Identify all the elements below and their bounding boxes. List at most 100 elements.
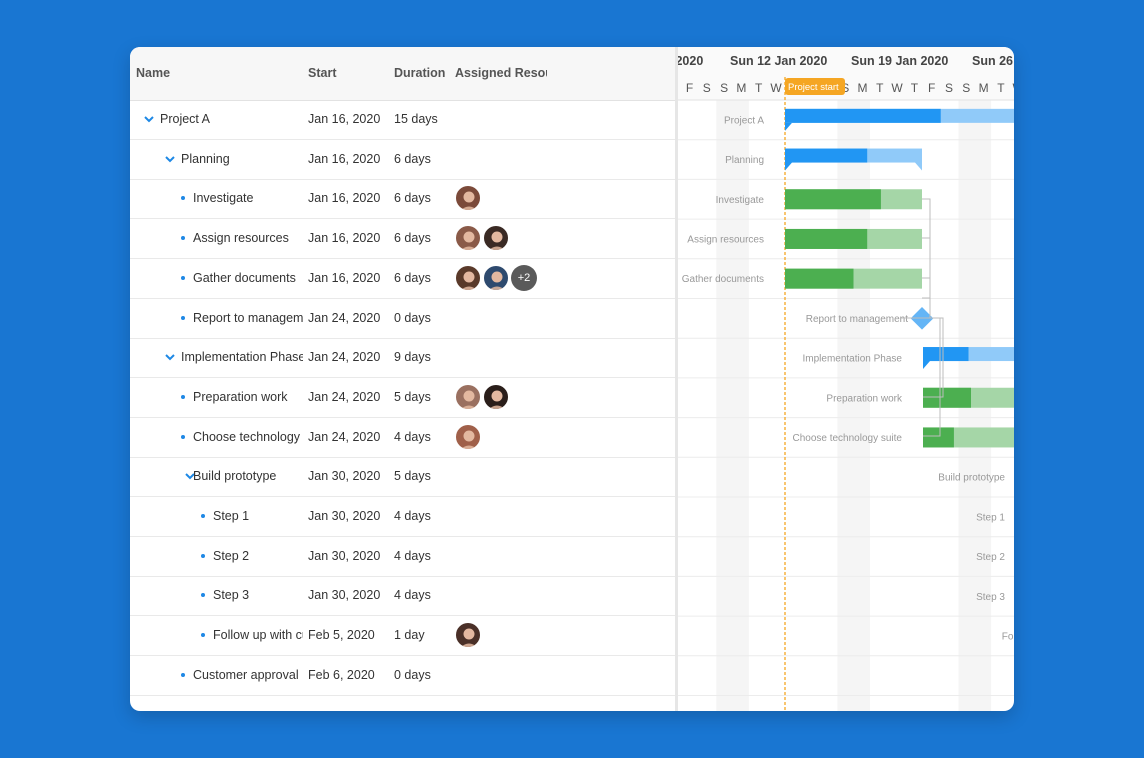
task-row[interactable]: Assign resources Jan 16, 2020 6 days bbox=[130, 219, 675, 260]
day-label: T bbox=[755, 81, 763, 95]
day-label: W bbox=[891, 81, 903, 95]
task-start: Jan 24, 2020 bbox=[308, 429, 381, 444]
chevron-down-icon[interactable] bbox=[183, 469, 197, 483]
more-resources-badge[interactable]: +2 bbox=[511, 264, 537, 291]
task-duration: 0 days bbox=[394, 310, 431, 325]
day-label: F bbox=[686, 81, 693, 95]
task-duration: 4 days bbox=[394, 588, 431, 603]
task-name: Step 3 bbox=[213, 588, 250, 603]
week-label: Sun 05 Jan 2020 bbox=[678, 54, 703, 68]
chevron-down-icon[interactable] bbox=[163, 350, 177, 364]
task-start: Jan 30, 2020 bbox=[308, 548, 381, 563]
avatar[interactable] bbox=[455, 225, 481, 252]
task-row[interactable]: Implementation Phase Jan 24, 2020 9 days bbox=[130, 338, 675, 379]
task-row[interactable]: Follow up with customer Feb 5, 2020 1 day bbox=[130, 616, 675, 657]
task-start: Jan 30, 2020 bbox=[308, 588, 381, 603]
avatar[interactable] bbox=[455, 185, 481, 212]
column-header-name[interactable]: Name bbox=[136, 66, 171, 80]
week-label: Sun 12 Jan 2020 bbox=[730, 54, 827, 68]
task-name: Step 2 bbox=[213, 548, 250, 563]
splitter-handle[interactable] bbox=[675, 47, 678, 711]
dependency-line bbox=[922, 198, 931, 299]
gantt-panel: Name Start Duration Assigned Resources P… bbox=[130, 47, 1014, 711]
timeline-header bbox=[678, 47, 1014, 100]
bar-label: Implementation Phase bbox=[802, 354, 902, 365]
bullet-icon bbox=[201, 514, 205, 518]
column-header-resources[interactable]: Assigned Resources bbox=[455, 66, 547, 80]
task-duration: 4 days bbox=[394, 509, 431, 523]
avatar[interactable] bbox=[455, 264, 481, 291]
avatar[interactable] bbox=[455, 423, 481, 450]
task-duration: 6 days bbox=[394, 151, 431, 166]
bullet-icon bbox=[201, 593, 205, 598]
task-start: Jan 24, 2020 bbox=[308, 310, 381, 325]
bar-label: Step 1 bbox=[976, 512, 1005, 523]
project-start-badge bbox=[785, 78, 845, 95]
task-row[interactable]: Build prototype Jan 30, 2020 5 days bbox=[130, 457, 675, 498]
bar-label: Step 3 bbox=[976, 592, 1005, 603]
task-duration: 6 days bbox=[394, 191, 431, 206]
dependency-line bbox=[922, 237, 931, 278]
task-row[interactable]: Step 3 Jan 30, 2020 4 days bbox=[130, 576, 675, 617]
task-row[interactable]: Customer approval Feb 6, 2020 0 days bbox=[130, 656, 675, 696]
avatar[interactable] bbox=[483, 264, 509, 291]
avatar[interactable] bbox=[455, 622, 481, 649]
task-row[interactable]: Preparation work Jan 24, 2020 5 days bbox=[130, 378, 675, 418]
task-duration: 0 days bbox=[394, 667, 431, 682]
day-label: S bbox=[962, 81, 970, 95]
week-label: Sun 19 Jan 2020 bbox=[851, 54, 948, 68]
task-row[interactable]: Project A Jan 16, 2020 15 days bbox=[130, 100, 675, 140]
task-duration: 1 day bbox=[394, 628, 425, 643]
bullet-icon bbox=[181, 394, 185, 399]
task-start: Jan 16, 2020 bbox=[308, 191, 381, 206]
task-duration: 5 days bbox=[394, 469, 431, 484]
timeline-chart: Sun 05 Jan 2020 Sun 12 Jan 2020 Sun 19 Jan… bbox=[678, 47, 1014, 711]
day-label: F bbox=[928, 81, 935, 95]
task-row[interactable]: Step 1 Jan 30, 2020 4 days bbox=[130, 497, 675, 537]
task-name: Customer approval bbox=[193, 667, 299, 682]
summary-bar-progress bbox=[785, 108, 941, 123]
task-row[interactable]: Step 2 Jan 30, 2020 4 days bbox=[130, 537, 675, 577]
task-row[interactable]: Report to management Jan 24, 2020 0 days bbox=[130, 299, 675, 339]
summary-bar-cap bbox=[923, 361, 930, 370]
timeline-svg: Sun 05 Jan 2020 Sun 12 Jan 2020 Sun 19 Jan… bbox=[678, 47, 1014, 711]
task-duration: 5 days bbox=[394, 389, 431, 404]
day-label: M bbox=[979, 81, 989, 95]
task-name: Choose technology suite bbox=[193, 429, 303, 444]
task-row[interactable]: Planning Jan 16, 2020 6 days bbox=[130, 140, 675, 180]
task-bar-progress bbox=[785, 189, 881, 210]
task-name: Report to management bbox=[193, 310, 303, 325]
avatar[interactable] bbox=[483, 383, 509, 410]
bar-label: Choose technology suite bbox=[792, 433, 902, 444]
task-row[interactable]: Choose technology suite Jan 24, 2020 4 day… bbox=[130, 418, 675, 458]
column-header-start[interactable]: Start bbox=[308, 66, 337, 80]
task-duration: 6 days bbox=[394, 270, 431, 285]
task-name: Preparation work bbox=[193, 389, 288, 404]
task-duration: 4 days bbox=[394, 429, 431, 444]
avatar[interactable] bbox=[455, 383, 481, 410]
task-start: Jan 30, 2020 bbox=[308, 509, 381, 523]
task-bar-progress bbox=[923, 427, 954, 448]
task-start: Jan 24, 2020 bbox=[308, 389, 381, 404]
task-start: Jan 16, 2020 bbox=[308, 112, 381, 126]
weekend-column bbox=[716, 100, 749, 711]
task-row[interactable]: Gather documents Jan 16, 2020 6 days +2 bbox=[130, 259, 675, 299]
task-name: Follow up with customer bbox=[213, 628, 303, 643]
task-row[interactable]: Investigate Jan 16, 2020 6 days bbox=[130, 179, 675, 220]
day-label: W bbox=[1013, 81, 1014, 95]
bullet-icon bbox=[201, 553, 205, 558]
bullet-icon bbox=[181, 275, 185, 280]
task-name: Planning bbox=[181, 151, 230, 166]
bar-label: Assign resources bbox=[687, 234, 764, 245]
chevron-down-icon[interactable] bbox=[163, 152, 177, 166]
column-header-duration[interactable]: Duration bbox=[394, 66, 446, 80]
bullet-icon bbox=[181, 434, 185, 439]
bar-label: Step 2 bbox=[976, 552, 1005, 563]
bar-label: Planning bbox=[725, 155, 764, 166]
grid-header: Name Start Duration Assigned Resources bbox=[130, 47, 675, 101]
summary-bar-cap bbox=[785, 162, 792, 171]
chevron-down-icon[interactable] bbox=[142, 112, 156, 126]
summary-bar-progress bbox=[785, 148, 868, 163]
project-start-label: Project start bbox=[788, 82, 839, 93]
avatar[interactable] bbox=[483, 225, 509, 252]
